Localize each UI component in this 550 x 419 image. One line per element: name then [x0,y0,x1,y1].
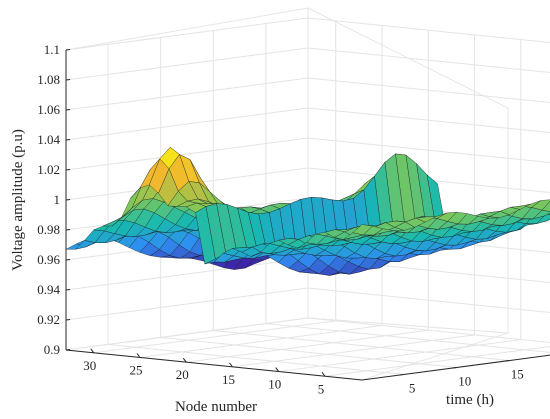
axes: 0.9 0.92 0.94 0.96 0.98 1 1.02 1.04 1.06 1.08 1.1 3… [37,42,550,396]
z-tick-label: 1.1 [44,42,60,57]
time-tick-label: 10 [458,373,471,388]
z-tick-label: 1.04 [37,132,60,147]
node-tick-label: 10 [268,377,281,392]
z-tick-label: 0.98 [37,222,60,237]
z-tick-label: 1.02 [37,162,60,177]
time-tick-label: 15 [511,367,524,382]
node-tick-label: 5 [318,381,325,396]
node-tick-label: 20 [176,367,189,382]
z-tick-label: 0.96 [37,252,60,267]
z-axis-title: Voltage amplitude (p.u) [10,129,26,271]
node-tick-label: 25 [130,363,143,378]
z-tick-label: 1.06 [37,102,60,117]
voltage-surface [65,147,550,276]
time-tick-label: 5 [409,380,416,395]
z-tick-label: 0.92 [37,312,60,327]
x-axis-title: Node number [175,399,257,415]
node-tick-label: 30 [83,358,96,373]
z-tick-label: 1 [54,192,61,207]
y-axis-title: time (h) [446,392,494,408]
z-tick-label: 0.9 [44,342,60,357]
z-tick-label: 1.08 [37,72,60,87]
z-tick-label: 0.94 [37,282,60,297]
node-tick-label: 15 [222,372,235,387]
surface-patch [352,224,373,236]
